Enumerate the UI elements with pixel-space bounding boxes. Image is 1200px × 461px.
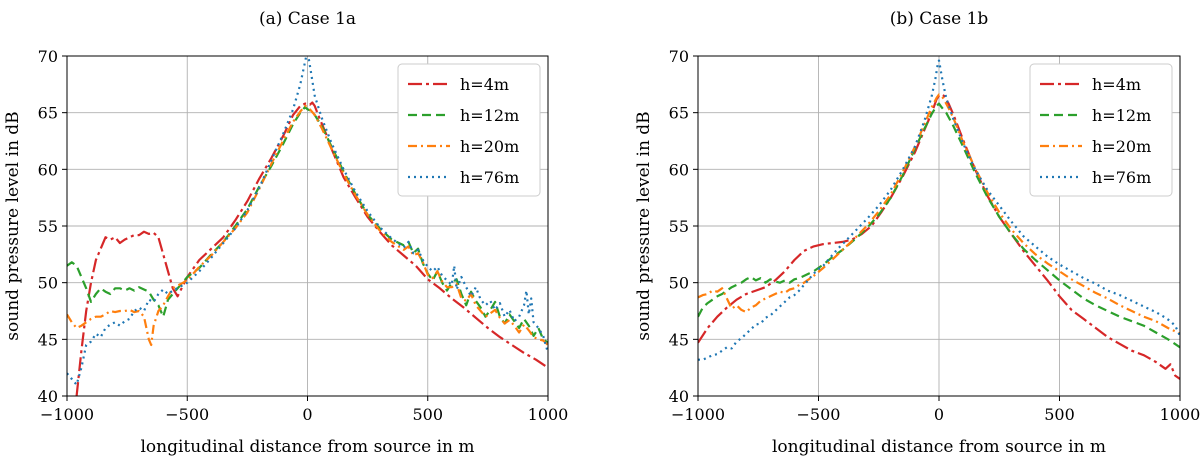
legend-label: h=12m: [460, 106, 519, 125]
legend: h=4m h=12m h=20m h=76m: [1029, 63, 1173, 197]
legend-box: [1029, 63, 1173, 197]
series-group: [698, 59, 1180, 380]
y-tick-label: 70: [669, 47, 689, 66]
legend-label: h=4m: [1092, 75, 1141, 94]
legend-label: h=20m: [1092, 137, 1151, 156]
series-line-h-12m: [698, 102, 1180, 349]
legend-box: [397, 63, 541, 197]
x-tick-label: 500: [1044, 405, 1075, 424]
y-tick-label: 40: [38, 387, 58, 406]
y-axis-label: sound pressure level in dB: [634, 111, 654, 340]
x-tick-label: 0: [934, 405, 944, 424]
legend-label: h=20m: [460, 137, 519, 156]
y-tick-label: 40: [669, 387, 689, 406]
series-line-h-76m: [67, 56, 548, 386]
series-line-h-20m: [698, 93, 1180, 335]
y-tick-label: 50: [38, 274, 58, 293]
x-tick-label: 1000: [528, 405, 569, 424]
chart-panel-b: −1000 −500 0 500 1000 40 45 50 55 60 65 70 (b) Case …: [634, 9, 1200, 457]
series-line-h-20m: [67, 104, 548, 347]
y-tick-label: 55: [38, 217, 58, 236]
y-tick-label: 60: [669, 160, 689, 179]
legend-label: h=76m: [460, 168, 519, 187]
legend: h=4m h=12m h=20m h=76m: [397, 63, 541, 197]
x-tick-label: −500: [165, 405, 209, 424]
x-tick-label: −500: [797, 405, 841, 424]
legend-label: h=12m: [1092, 106, 1151, 125]
y-tick-label: 45: [38, 330, 58, 349]
chart-title: (a) Case 1a: [259, 9, 356, 29]
series-line-h-4m: [75, 101, 548, 396]
x-tick-label: −1000: [40, 405, 94, 424]
y-tick-label: 55: [669, 217, 689, 236]
x-axis-label: longitudinal distance from source in m: [772, 437, 1106, 457]
series-group: [67, 56, 548, 396]
y-tick-label: 60: [38, 160, 58, 179]
chart-title: (b) Case 1b: [890, 9, 989, 29]
x-tick-label: 0: [302, 405, 312, 424]
series-line-h-76m: [698, 59, 1180, 361]
y-tick-label: 65: [669, 104, 689, 123]
chart-panel-a: −1000 −500 0 500 1000 40 45 50 55 60 65 70 (a) Case …: [3, 9, 568, 457]
y-tick-label: 45: [669, 330, 689, 349]
legend-label: h=76m: [1092, 168, 1151, 187]
x-tick-label: 500: [412, 405, 443, 424]
x-axis-label: longitudinal distance from source in m: [140, 437, 474, 457]
x-tick-label: −1000: [671, 405, 725, 424]
x-tick-label: 1000: [1160, 405, 1200, 424]
legend-label: h=4m: [460, 75, 509, 94]
y-tick-label: 50: [669, 274, 689, 293]
y-axis-label: sound pressure level in dB: [3, 111, 23, 340]
y-tick-label: 65: [38, 104, 58, 123]
y-tick-label: 70: [38, 47, 58, 66]
